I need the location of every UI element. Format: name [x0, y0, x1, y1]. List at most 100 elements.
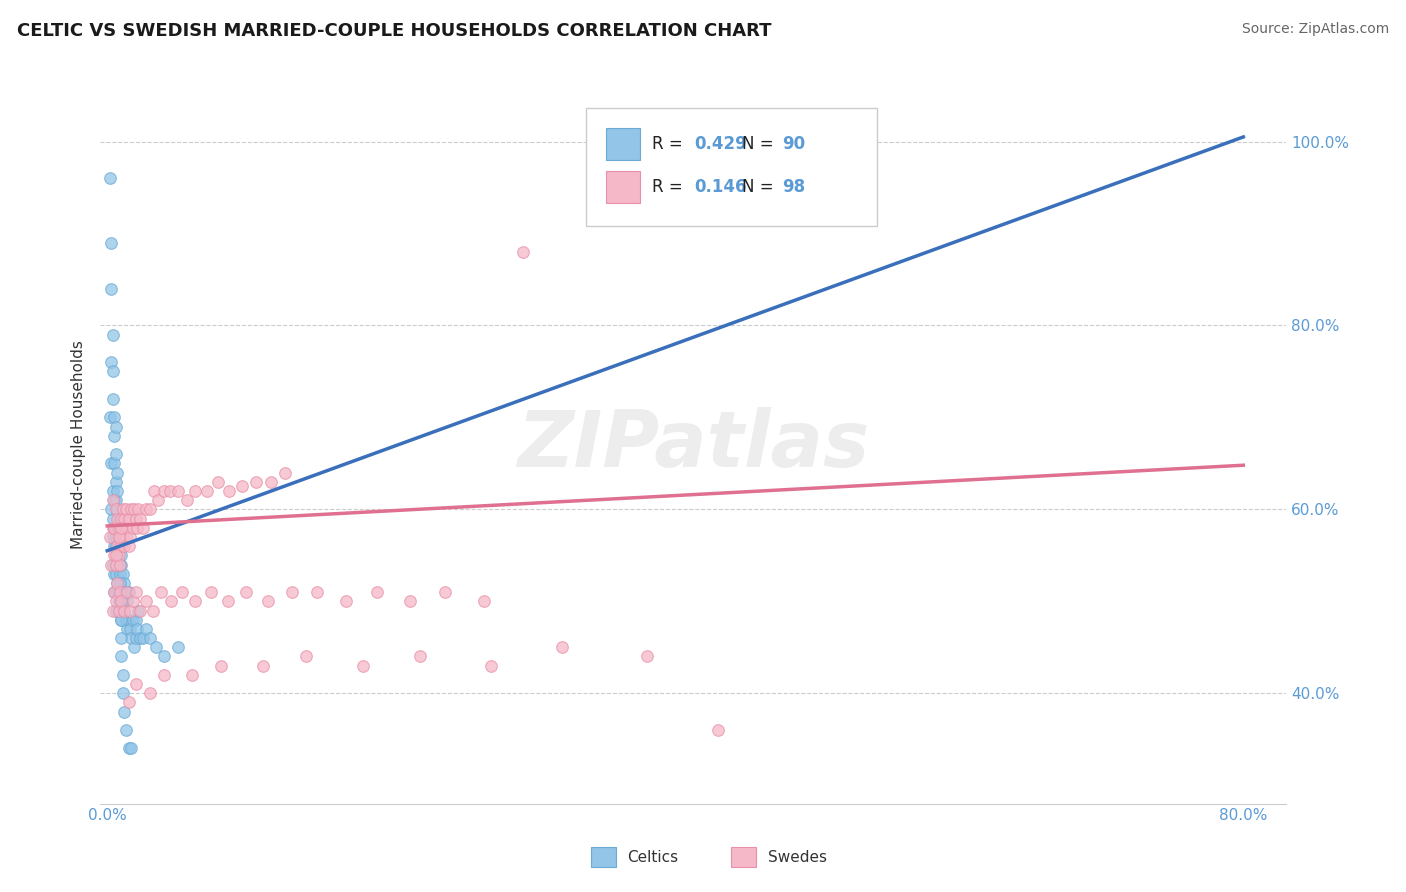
- Point: [104, 566, 127, 581]
- Point: [274, 466, 297, 480]
- Point: [252, 658, 274, 673]
- Point: [105, 585, 128, 599]
- Point: [122, 502, 145, 516]
- Point: [110, 613, 132, 627]
- Point: [103, 493, 125, 508]
- Point: [132, 521, 155, 535]
- Point: [107, 530, 129, 544]
- Point: [512, 244, 534, 259]
- Point: [110, 631, 132, 645]
- Point: [124, 511, 146, 525]
- Point: [128, 511, 150, 525]
- Point: [135, 622, 157, 636]
- Point: [110, 511, 132, 525]
- Point: [101, 521, 124, 535]
- Point: [117, 539, 139, 553]
- Text: CELTIC VS SWEDISH MARRIED-COUPLE HOUSEHOLDS CORRELATION CHART: CELTIC VS SWEDISH MARRIED-COUPLE HOUSEHO…: [17, 22, 772, 40]
- Point: [117, 613, 139, 627]
- Point: [107, 521, 129, 535]
- Point: [398, 594, 420, 608]
- Point: [100, 235, 122, 250]
- Point: [118, 530, 141, 544]
- Point: [115, 585, 138, 599]
- Point: [103, 429, 125, 443]
- Point: [101, 364, 124, 378]
- Point: [550, 640, 572, 655]
- Point: [127, 603, 149, 617]
- Point: [124, 631, 146, 645]
- Point: [105, 539, 128, 553]
- Point: [112, 576, 135, 591]
- Point: [117, 511, 139, 525]
- Point: [125, 622, 148, 636]
- Point: [352, 658, 374, 673]
- Text: 90: 90: [782, 135, 806, 153]
- Point: [281, 585, 304, 599]
- Point: [117, 696, 139, 710]
- Point: [217, 594, 239, 608]
- FancyBboxPatch shape: [586, 108, 877, 227]
- Point: [128, 631, 150, 645]
- Point: [100, 456, 122, 470]
- Point: [104, 594, 127, 608]
- Point: [148, 493, 170, 508]
- Text: 0.429: 0.429: [695, 135, 747, 153]
- Point: [110, 558, 132, 572]
- Point: [105, 466, 128, 480]
- Point: [103, 566, 125, 581]
- Point: [104, 603, 127, 617]
- Point: [366, 585, 388, 599]
- Point: [124, 613, 146, 627]
- Point: [111, 594, 134, 608]
- Point: [110, 521, 132, 535]
- Point: [107, 558, 129, 572]
- Point: [104, 530, 127, 544]
- Point: [101, 530, 124, 544]
- Point: [108, 594, 131, 608]
- Point: [125, 521, 148, 535]
- Point: [98, 530, 121, 544]
- Point: [101, 558, 124, 572]
- Point: [103, 521, 125, 535]
- Point: [103, 456, 125, 470]
- Point: [207, 475, 229, 489]
- Point: [100, 502, 122, 516]
- Point: [115, 521, 138, 535]
- Point: [101, 327, 124, 342]
- Point: [108, 585, 131, 599]
- Point: [104, 493, 127, 508]
- Point: [218, 483, 240, 498]
- Point: [101, 392, 124, 406]
- Point: [195, 483, 218, 498]
- Point: [115, 622, 138, 636]
- Point: [112, 705, 135, 719]
- Point: [110, 613, 132, 627]
- Point: [101, 603, 124, 617]
- Point: [108, 558, 131, 572]
- Point: [112, 603, 135, 617]
- Point: [128, 603, 150, 617]
- Point: [153, 668, 176, 682]
- Point: [135, 594, 157, 608]
- Point: [112, 603, 135, 617]
- Point: [114, 585, 136, 599]
- Point: [100, 558, 122, 572]
- Point: [104, 558, 127, 572]
- Point: [707, 723, 730, 737]
- Point: [159, 483, 181, 498]
- Text: N =: N =: [741, 178, 779, 195]
- Point: [104, 419, 127, 434]
- Point: [110, 539, 132, 553]
- Point: [295, 649, 318, 664]
- FancyBboxPatch shape: [606, 128, 640, 160]
- Point: [110, 649, 132, 664]
- Point: [479, 658, 502, 673]
- Point: [181, 668, 204, 682]
- Point: [114, 530, 136, 544]
- Point: [111, 668, 134, 682]
- Point: [139, 502, 162, 516]
- Point: [112, 511, 135, 525]
- Point: [107, 511, 129, 525]
- Text: R =: R =: [651, 135, 688, 153]
- Point: [105, 521, 128, 535]
